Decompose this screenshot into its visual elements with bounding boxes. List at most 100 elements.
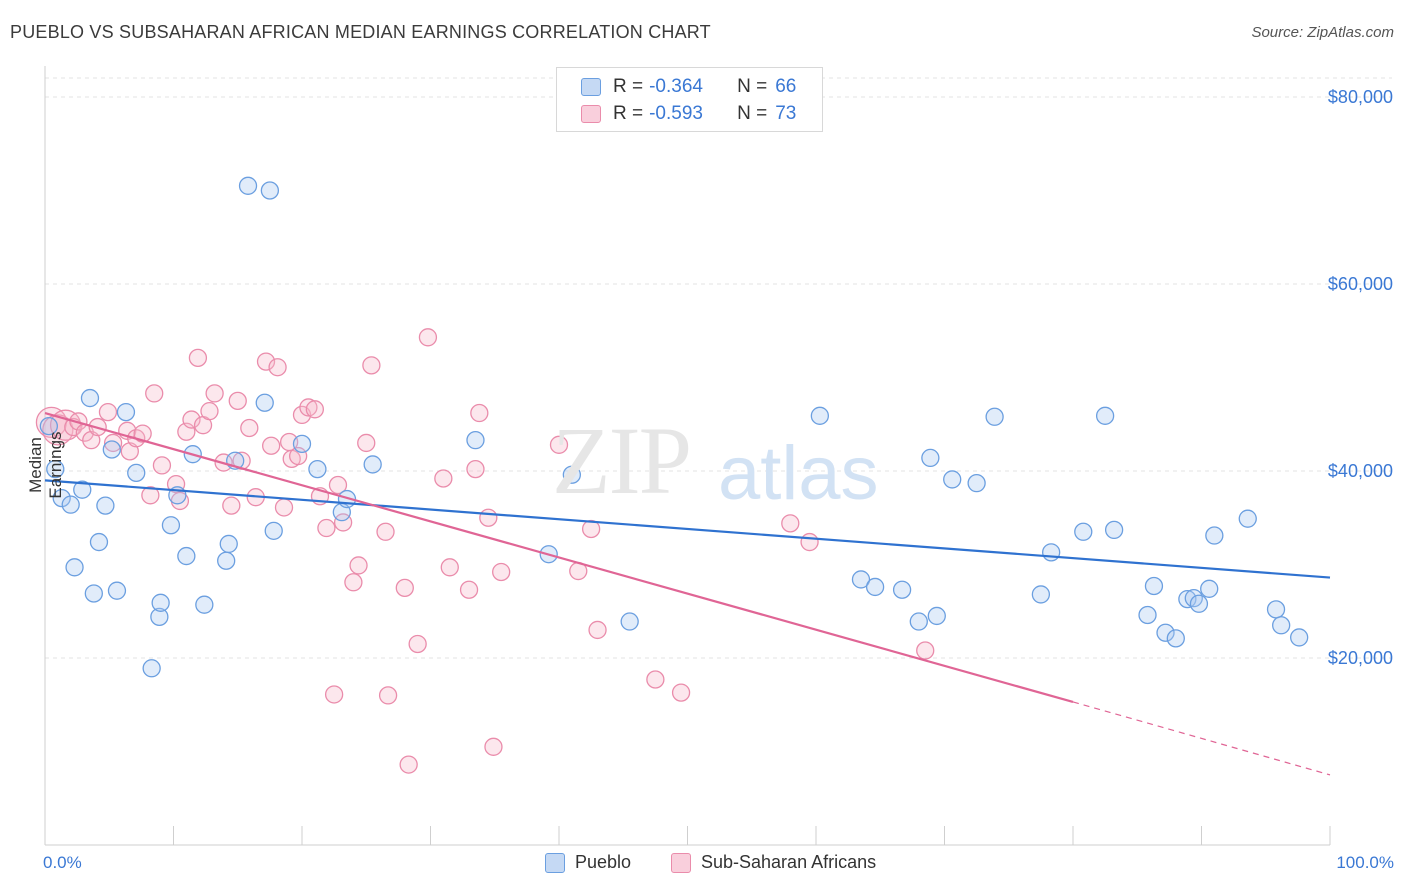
subsaharan-point — [484, 737, 503, 756]
pueblo-point — [810, 406, 830, 425]
pueblo-point — [967, 474, 986, 493]
pueblo-point — [96, 496, 115, 515]
legend-n-label: N = — [737, 76, 768, 97]
source-label: Source: ZipAtlas.com — [1251, 24, 1394, 41]
subsaharan-point — [466, 459, 485, 479]
pueblo-point — [84, 584, 103, 603]
pueblo-trend-line — [44, 479, 1331, 579]
subsaharan-point — [188, 348, 208, 368]
pueblo-point — [562, 465, 581, 484]
x-tick-max: 100.0% — [1336, 853, 1394, 872]
pueblo-point — [1138, 605, 1157, 625]
subsaharan-point — [459, 580, 479, 599]
pueblo-point — [865, 577, 885, 597]
pueblo-point — [1095, 406, 1115, 425]
subsaharan-point — [376, 522, 395, 541]
chart-title: PUEBLO VS SUBSAHARAN AFRICAN MEDIAN EARN… — [10, 22, 711, 42]
pueblo-point — [116, 402, 136, 422]
subsaharan-point — [357, 433, 376, 453]
bottom-legend-pueblo[interactable]: Pueblo — [545, 852, 631, 873]
pueblo-point — [308, 459, 327, 479]
subsaharan-legend-label: Sub-Saharan Africans — [701, 852, 877, 872]
pueblo-point — [1200, 579, 1219, 598]
subsaharan-point — [182, 410, 201, 429]
subsaharan-point — [141, 486, 160, 505]
pueblo-point — [151, 593, 170, 612]
subsaharan-point — [395, 578, 414, 598]
y-axis-label: Median Earnings — [26, 431, 65, 499]
pueblo-legend-label: Pueblo — [575, 852, 632, 872]
subsaharan-point — [152, 456, 172, 475]
pueblo-point — [177, 546, 196, 566]
pueblo-point — [1184, 589, 1203, 608]
pueblo-point — [1205, 526, 1224, 545]
legend-r-label: R = — [613, 103, 644, 124]
legend-r-label: R = — [613, 76, 644, 97]
y-tick-label: $20,000 — [1328, 648, 1393, 668]
subsaharan-point — [240, 418, 259, 438]
pueblo-point — [943, 470, 962, 489]
pueblo-swatch-icon — [581, 78, 601, 96]
subsaharan-point — [268, 358, 287, 377]
subsaharan-point — [349, 556, 368, 575]
pueblo-point — [80, 388, 100, 408]
pueblo-point — [1074, 522, 1093, 541]
subsaharan-point — [408, 634, 427, 654]
pueblo-point — [851, 570, 871, 589]
subsaharan-point — [133, 424, 152, 443]
bottom-legend-subsaharan[interactable]: Sub-Saharan Africans — [671, 852, 876, 873]
legend-row-pueblo: R = -0.364 N = 66 — [581, 75, 796, 99]
pueblo-point — [1144, 576, 1164, 596]
legend-row-subsaharan: R = -0.593 N = 73 — [581, 102, 796, 126]
pueblo-point — [1104, 520, 1124, 540]
legend-n-value: 73 — [775, 103, 797, 124]
pueblo-legend-icon — [545, 852, 565, 873]
subsaharan-point — [588, 620, 607, 640]
pueblo-point — [985, 407, 1004, 426]
subsaharan-point — [781, 514, 800, 533]
subsaharan-point — [305, 400, 325, 419]
subsaharan-point — [145, 384, 164, 403]
legend-n-label: N = — [737, 103, 768, 124]
pueblo-point — [102, 440, 121, 459]
subsaharan-point — [434, 469, 453, 488]
subsaharan-trend-extension — [1072, 701, 1331, 776]
pueblo-point — [255, 393, 274, 412]
subsaharan-point — [344, 573, 363, 592]
pueblo-point — [1178, 589, 1197, 609]
legend-n-value: 66 — [775, 76, 797, 97]
pueblo-point — [1272, 616, 1291, 635]
pueblo-point — [107, 581, 127, 600]
pueblo-point — [1266, 600, 1286, 619]
pueblo-point — [892, 580, 912, 599]
pueblo-point — [217, 551, 236, 570]
x-tick-min: 0.0% — [43, 853, 82, 872]
pueblo-point — [127, 463, 146, 483]
subsaharan-point — [299, 398, 318, 417]
subsaharan-point — [262, 436, 281, 455]
pueblo-point — [219, 534, 238, 554]
subsaharan-point — [418, 328, 438, 347]
subsaharan-trend-line — [44, 411, 1074, 704]
subsaharan-point — [581, 519, 601, 539]
subsaharan-point — [228, 391, 247, 411]
pueblo-point — [363, 455, 382, 474]
subsaharan-point — [800, 532, 819, 552]
pueblo-point — [195, 595, 214, 614]
y-tick-label: $40,000 — [1328, 461, 1393, 481]
pueblo-point — [1238, 509, 1257, 528]
subsaharan-point — [916, 641, 935, 660]
subsaharan-swatch-icon — [581, 105, 601, 123]
subsaharan-point — [200, 402, 219, 421]
pueblo-point — [52, 488, 71, 508]
legend-r-value: -0.364 — [649, 76, 703, 97]
pueblo-point — [89, 532, 109, 552]
pueblo-point — [142, 659, 161, 678]
y-tick-label: $80,000 — [1328, 87, 1393, 107]
watermark-atlas: atlas — [718, 431, 879, 516]
subsaharan-point — [103, 433, 123, 453]
legend-r-value: -0.593 — [649, 103, 703, 124]
pueblo-point — [39, 416, 59, 436]
y-tick-label: $60,000 — [1328, 274, 1393, 294]
